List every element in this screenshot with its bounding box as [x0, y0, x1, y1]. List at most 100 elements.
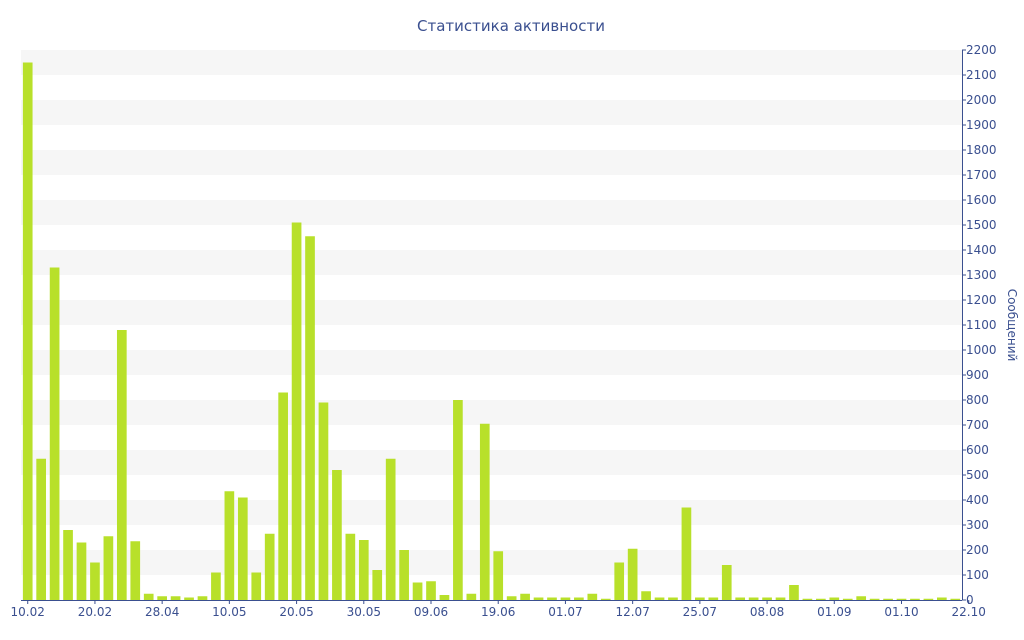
x-tick-label: 20.02: [78, 605, 112, 619]
bar: [264, 533, 275, 600]
bar: [896, 598, 907, 600]
grid-band: [21, 250, 962, 275]
bar: [816, 598, 826, 600]
bar: [950, 598, 961, 600]
bar: [506, 596, 517, 600]
x-tick-label: 01.09: [817, 605, 851, 619]
bar: [681, 507, 692, 600]
bar: [748, 597, 759, 600]
y-axis-title: Сообщений: [1005, 289, 1019, 362]
x-tick-label: 09.06: [414, 605, 448, 619]
x-tick-label: 20.05: [279, 605, 313, 619]
bar: [923, 598, 934, 600]
x-tick-label: 22.10: [952, 605, 986, 619]
bar: [184, 597, 194, 600]
bar: [197, 596, 208, 600]
x-tick-label: 10.02: [11, 605, 45, 619]
bar: [211, 572, 221, 600]
bar: [332, 470, 342, 600]
bar: [426, 581, 436, 600]
bar: [493, 551, 504, 600]
bar: [842, 598, 853, 600]
bar: [627, 548, 638, 600]
x-tick-label: 01.07: [548, 605, 582, 619]
y-tick-label: 2000: [966, 93, 997, 107]
x-tick-label: 08.08: [750, 605, 784, 619]
y-tick-label: 800: [966, 393, 989, 407]
bar: [116, 330, 127, 600]
x-tick-label: 12.07: [615, 605, 649, 619]
y-tick-label: 200: [966, 543, 989, 557]
y-tick-label: 2100: [966, 68, 997, 82]
bar: [587, 593, 598, 600]
bar: [829, 597, 840, 600]
bar: [520, 593, 530, 600]
bar: [533, 597, 544, 600]
x-tick-label: 25.07: [683, 605, 717, 619]
bar: [735, 597, 746, 600]
grid-band: [21, 200, 962, 225]
bar: [291, 222, 302, 600]
y-tick-label: 0: [966, 593, 974, 607]
bar: [547, 597, 557, 600]
bar: [600, 598, 611, 600]
bar: [63, 530, 73, 600]
bar: [439, 595, 450, 600]
y-tick-label: 700: [966, 418, 989, 432]
y-tick-label: 500: [966, 468, 989, 482]
grid-band: [21, 550, 962, 575]
y-tick-label: 1800: [966, 143, 997, 157]
grid-band: [21, 100, 962, 125]
x-axis: 10.02 20.02 28.04 10.05 20.05 30.05 09.06 19.06…: [11, 600, 986, 619]
bar: [345, 533, 356, 600]
y-tick-label: 1400: [966, 243, 997, 257]
bar: [802, 598, 813, 600]
y-tick-label: 1000: [966, 343, 997, 357]
grid-bands: [21, 50, 962, 575]
y-tick-label: 900: [966, 368, 989, 382]
bar: [479, 423, 490, 600]
y-tick-label: 1300: [966, 268, 997, 282]
bar: [251, 572, 262, 600]
bar: [560, 597, 571, 600]
bar: [721, 565, 732, 600]
bar: [466, 593, 477, 600]
bar-series: [22, 62, 961, 600]
bar: [695, 597, 705, 600]
bar: [36, 458, 46, 600]
bar: [883, 598, 893, 600]
grid-band: [21, 400, 962, 425]
bar: [574, 597, 584, 600]
y-tick-label: 2200: [966, 43, 997, 57]
bar: [762, 597, 772, 600]
grid-band: [21, 350, 962, 375]
y-tick-label: 400: [966, 493, 989, 507]
bar: [385, 458, 396, 600]
x-tick-label: 19.06: [481, 605, 515, 619]
y-tick-label: 1500: [966, 218, 997, 232]
bar: [937, 597, 947, 600]
bar: [358, 540, 369, 600]
y-axis: 0 100 200 300 400 500 600 700 800 900 1000 1100 1200…: [962, 43, 997, 607]
grid-band: [21, 150, 962, 175]
bar: [143, 593, 154, 600]
bar: [103, 536, 114, 600]
bar: [399, 550, 409, 600]
bar: [668, 597, 678, 600]
x-tick-label: 10.05: [212, 605, 246, 619]
bar: [90, 562, 100, 600]
x-tick-label: 01.10: [884, 605, 918, 619]
y-tick-label: 1600: [966, 193, 997, 207]
bar: [789, 585, 799, 600]
grid-band: [21, 50, 962, 75]
bar: [412, 582, 423, 600]
y-tick-label: 1900: [966, 118, 997, 132]
bar: [237, 497, 248, 600]
y-tick-label: 1200: [966, 293, 997, 307]
bar: [170, 596, 181, 600]
bar: [641, 591, 651, 600]
bar: [278, 392, 288, 600]
bar: [856, 596, 867, 600]
bar: [157, 596, 167, 600]
